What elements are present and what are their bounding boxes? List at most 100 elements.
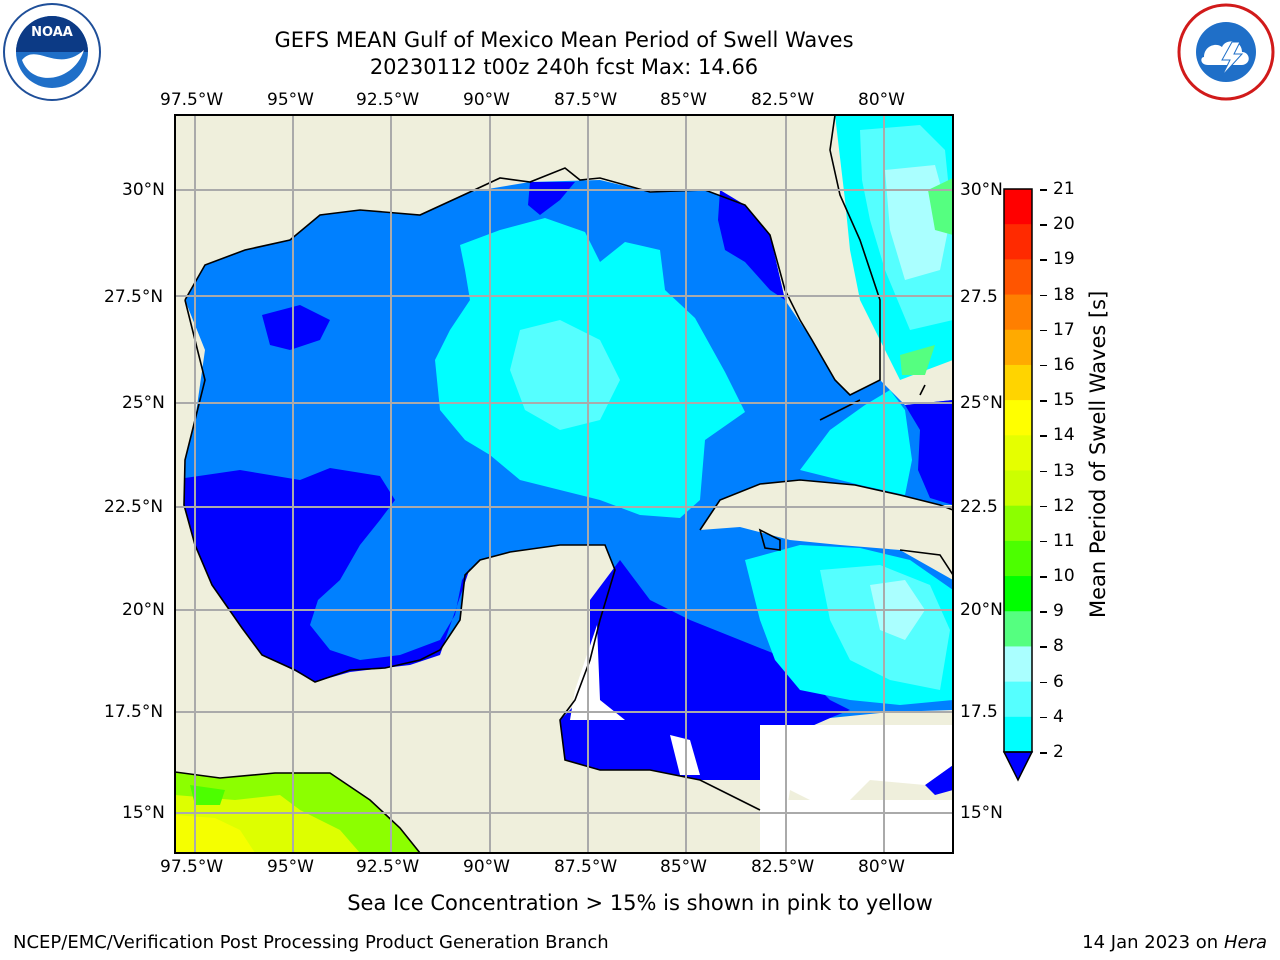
noaa-wordmark: NOAA <box>31 25 73 40</box>
lat-label-right-5: 20°N <box>960 600 1003 620</box>
colorbar-tick-label: 21 <box>1053 179 1075 199</box>
lon-label-top-7: 82.5°W <box>751 90 815 110</box>
colorbar-tick-mark <box>1040 364 1047 367</box>
colorbar-tick-label: 20 <box>1053 214 1075 235</box>
map-frame <box>174 114 954 854</box>
pacific-green <box>190 785 225 805</box>
colorbar-tick-mark <box>1040 294 1047 297</box>
colorbar-segment <box>1004 576 1032 612</box>
colorbar-segment <box>1004 470 1032 507</box>
date-line: 14 Jan 2023 on Hera <box>1082 932 1267 953</box>
ocean-under2-floridastraits <box>905 400 953 505</box>
lon-label-bottom-7: 82.5°W <box>751 857 815 877</box>
credit-line: NCEP/EMC/Verification Post Processing Pr… <box>13 932 609 953</box>
ocean-under2-loop <box>262 305 330 350</box>
colorbar-segment <box>1004 540 1032 577</box>
colorbar-tick-label: 12 <box>1053 495 1075 516</box>
lon-label-top-8: 80°W <box>858 90 905 110</box>
lat-label-left-7: 15°N <box>122 803 165 823</box>
lat-label-left-5: 20°N <box>122 600 165 620</box>
lat-label-left-4: 22.5°N <box>104 497 164 517</box>
colorbar-tick-mark <box>1040 189 1047 191</box>
colorbar-tick-mark <box>1040 400 1047 402</box>
colorbar-tick-label: 6 <box>1053 671 1064 692</box>
lon-label-top-5: 87.5°W <box>554 90 618 110</box>
ocean-green-florida1 <box>928 178 953 235</box>
nws-logo-icon <box>1177 3 1275 101</box>
colorbar-tick-mark <box>1040 224 1047 226</box>
colorbar-segment <box>1004 224 1032 260</box>
colorbar-tick-label: 17 <box>1053 319 1075 340</box>
ocean-under2-caribbean-s <box>925 765 953 795</box>
lon-label-bottom-2: 95°W <box>267 857 314 877</box>
colorbar-tick-label: 8 <box>1053 636 1064 657</box>
colorbar-tick-mark <box>1040 752 1047 754</box>
lat-label-right-7: 15°N <box>960 803 1003 823</box>
noaa-logo-icon: NOAA <box>3 3 101 101</box>
lat-label-left-2: 27.5°N <box>104 287 164 307</box>
colorbar-segment <box>1004 435 1032 471</box>
colorbar-segment <box>1004 611 1032 647</box>
chart-subtitle: 20230112 t00z 240h fcst Max: 14.66 <box>369 55 759 79</box>
lon-label-bottom-6: 85°W <box>660 857 707 877</box>
date-text: 14 Jan 2023 on <box>1082 932 1224 953</box>
colorbar-tick-mark <box>1040 329 1047 332</box>
colorbar-tick-label: 19 <box>1053 249 1075 270</box>
colorbar-tick-label: 4 <box>1053 706 1064 727</box>
lat-label-right-2: 27.5 <box>960 287 998 307</box>
colorbar <box>1002 188 1034 782</box>
lon-label-bottom-4: 90°W <box>463 857 510 877</box>
colorbar-tick-mark <box>1040 505 1047 508</box>
colorbar-segment <box>1004 364 1032 401</box>
lat-label-right-6: 17.5 <box>960 702 998 722</box>
colorbar-segment <box>1004 259 1032 296</box>
colorbar-segment <box>1004 400 1032 436</box>
nodata-caribbean <box>760 725 953 853</box>
colorbar-under-triangle <box>1002 751 1034 782</box>
colorbar-tick-label: 11 <box>1053 530 1075 551</box>
colorbar-tick-label: 18 <box>1053 284 1075 305</box>
lon-label-top-4: 90°W <box>463 90 510 110</box>
ocean-under2-west <box>184 468 470 682</box>
lat-label-left-1: 30°N <box>122 180 165 200</box>
nodata-caribbean2 <box>780 800 953 853</box>
colorbar-tick-label: 14 <box>1053 425 1075 446</box>
colorbar-segment <box>1004 681 1032 718</box>
colorbar-segment <box>1004 294 1032 331</box>
colorbar-tick-mark <box>1040 435 1047 437</box>
lat-label-right-4: 22.5 <box>960 497 998 517</box>
ocean-green-florida2 <box>900 345 935 375</box>
lat-label-right-3: 25°N <box>960 393 1003 413</box>
colorbar-segment <box>1004 716 1032 753</box>
lon-label-bottom-1: 97.5°W <box>160 857 224 877</box>
colorbar-tick-label: 16 <box>1053 354 1075 375</box>
colorbar-segment <box>1004 646 1032 683</box>
colorbar-tick-mark <box>1040 470 1047 472</box>
colorbar-tick-mark <box>1040 576 1047 578</box>
colorbar-segment <box>1004 189 1032 225</box>
colorbar-tick-label: 9 <box>1053 601 1064 622</box>
lon-label-bottom-8: 80°W <box>858 857 905 877</box>
colorbar-tick-mark <box>1040 611 1047 613</box>
host-text: Hera <box>1223 932 1267 953</box>
lon-label-top-6: 85°W <box>660 90 707 110</box>
colorbar-tick-mark <box>1040 716 1047 719</box>
colorbar-units-label: Mean Period of Swell Waves [s] <box>1086 290 1110 618</box>
graticule <box>175 115 953 853</box>
colorbar-tick-mark <box>1040 540 1047 543</box>
colorbar-ticks: 21 20 19 18 17 16 15 14 13 12 11 10 9 8 6 4 2 <box>1040 179 1090 785</box>
nodata-yucatan-coast <box>570 625 625 720</box>
colorbar-tick-label: 2 <box>1053 742 1064 762</box>
chart-title: GEFS MEAN Gulf of Mexico Mean Period of … <box>274 28 854 52</box>
ocean-under2-northeast <box>718 190 785 300</box>
colorbar-segment <box>1004 505 1032 542</box>
colorbar-segment <box>1004 329 1032 366</box>
ice-note-text: Sea Ice Concentration > 15% is shown in … <box>347 891 933 915</box>
ice-note: Sea Ice Concentration > 15% is shown in … <box>0 891 1280 915</box>
lon-label-top-3: 92.5°W <box>356 90 420 110</box>
lon-label-top-2: 95°W <box>267 90 314 110</box>
colorbar-tick-mark <box>1040 646 1047 648</box>
lat-label-left-3: 25°N <box>122 393 165 413</box>
lat-label-left-6: 17.5°N <box>104 702 164 722</box>
